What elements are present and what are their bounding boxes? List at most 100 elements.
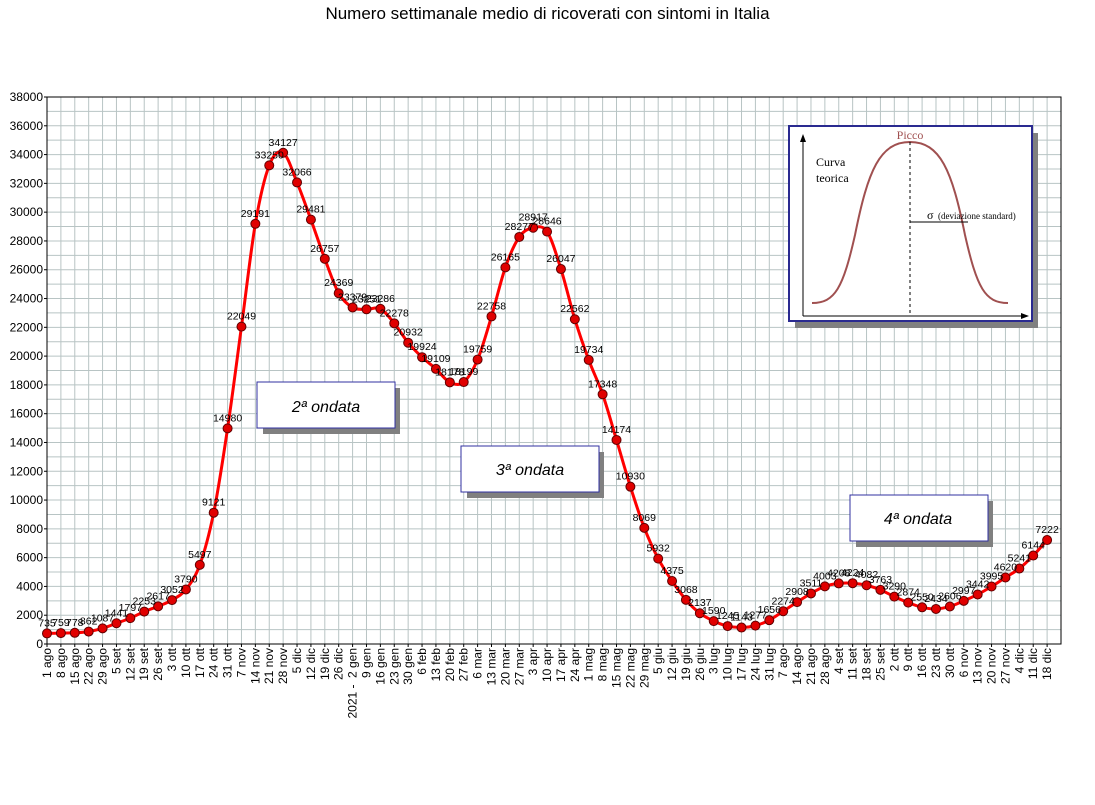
- data-label: 23379: [338, 291, 367, 303]
- x-tick-label: 24 lug: [748, 648, 762, 681]
- data-point: [917, 602, 928, 613]
- inset-curve-label-2: teorica: [816, 171, 849, 185]
- annotation-2nd-wave: 2ª ondata: [256, 381, 400, 434]
- data-point: [792, 597, 803, 608]
- data-label: 3511: [800, 577, 823, 589]
- x-tick-label: 17 lug: [735, 648, 749, 681]
- data-point: [764, 615, 775, 626]
- x-tick-label: 18 set: [860, 647, 874, 680]
- data-label: 735: [38, 617, 56, 629]
- data-label: 28277: [505, 221, 534, 233]
- y-tick-label: 26000: [10, 263, 44, 277]
- x-tick-label: 3 apr: [526, 648, 540, 675]
- data-point: [250, 218, 261, 229]
- data-label: 10930: [616, 471, 645, 483]
- inset-sigma-symbol: σ: [927, 208, 934, 222]
- x-tick-label: 9 ott: [901, 647, 915, 671]
- x-tick-label: 20 mar: [498, 648, 512, 685]
- data-label: 2550: [910, 591, 934, 603]
- data-point: [625, 481, 636, 492]
- data-point: [430, 363, 441, 374]
- y-tick-label: 30000: [10, 205, 44, 219]
- data-label: 2908: [785, 586, 809, 598]
- y-tick-label: 12000: [10, 464, 44, 478]
- data-point: [736, 622, 747, 633]
- y-tick-label: 36000: [10, 119, 44, 133]
- data-point: [167, 595, 178, 606]
- data-point: [514, 231, 525, 242]
- data-label: 1797: [119, 602, 143, 614]
- data-point: [1000, 572, 1011, 583]
- data-label: 2617: [146, 590, 170, 602]
- data-point: [1014, 563, 1025, 574]
- inset-curve-label-1: Curva: [816, 155, 846, 169]
- data-label: 1277: [744, 610, 768, 622]
- data-point: [555, 264, 566, 275]
- data-point: [847, 578, 858, 589]
- data-point: [236, 321, 247, 332]
- data-point: [42, 628, 52, 639]
- data-point: [472, 354, 483, 365]
- data-label: 1590: [702, 605, 726, 617]
- x-tick-label: 17 ott: [193, 647, 207, 678]
- x-tick-label: 15 mag: [610, 648, 624, 688]
- data-label: 2274: [772, 595, 796, 607]
- data-labels: 7357597788621087144117972253261730523790…: [38, 137, 1059, 630]
- data-point: [569, 314, 580, 325]
- data-label: 778: [66, 617, 84, 629]
- inset-y-arrow: [800, 134, 806, 142]
- x-tick-label: 4 dic: [1012, 648, 1026, 673]
- x-tick-label: 18 dic: [1040, 648, 1054, 680]
- data-label: 4224: [841, 567, 865, 579]
- data-point: [125, 613, 136, 624]
- x-tick-label: 1 mag: [582, 648, 596, 681]
- data-point: [264, 160, 275, 171]
- x-tick-label: 22 mag: [623, 648, 637, 688]
- data-label: 1245: [716, 610, 740, 622]
- x-tick-label: 14 ago: [790, 648, 804, 685]
- x-tick-label: 6 feb: [415, 648, 429, 675]
- data-label: 28646: [532, 216, 561, 228]
- data-point: [708, 616, 719, 627]
- data-label: 1656: [758, 604, 782, 616]
- x-tick-label: 3 ott: [165, 647, 179, 671]
- x-tick-label: 5 dic: [290, 648, 304, 673]
- data-point: [611, 434, 622, 445]
- data-label: 22049: [227, 311, 256, 323]
- y-tick-label: 28000: [10, 234, 44, 248]
- data-point: [653, 553, 664, 564]
- data-label: 14980: [213, 412, 242, 424]
- data-label: 1087: [91, 612, 115, 624]
- data-point: [83, 626, 94, 637]
- x-tick-label: 4 set: [832, 647, 846, 674]
- inset-peak-label: Picco: [897, 128, 924, 142]
- y-tick-label: 14000: [10, 435, 44, 449]
- data-point: [111, 618, 122, 629]
- data-label: 19759: [463, 344, 492, 356]
- data-label: 9121: [202, 497, 226, 509]
- x-tick-label: 25 set: [873, 647, 887, 680]
- data-point: [361, 304, 372, 315]
- y-tick-label: 16000: [10, 407, 44, 421]
- x-tick-label: 11 dic: [1026, 648, 1040, 679]
- data-label: 2997: [952, 585, 976, 597]
- data-label: 2253: [133, 596, 157, 608]
- x-tick-label: 1 ago: [40, 648, 54, 678]
- data-point: [805, 588, 816, 599]
- data-label: 2434: [924, 593, 948, 605]
- x-tick-label: 15 ago: [68, 648, 82, 685]
- data-label: 14174: [602, 424, 631, 436]
- data-point: [667, 576, 678, 587]
- data-point: [500, 262, 511, 273]
- x-tick-label: 28 ago: [818, 648, 832, 685]
- y-tick-label: 10000: [10, 493, 44, 507]
- x-tick-label: 12 giu: [665, 648, 679, 681]
- x-tick-label: 22 ago: [82, 648, 96, 685]
- inset-sigma-note: (deviazione standard): [938, 211, 1016, 221]
- x-tick-label: 8 mag: [596, 648, 610, 681]
- x-tick-label: 20 nov: [985, 648, 999, 684]
- data-label: 29481: [296, 204, 325, 216]
- data-label: 22758: [477, 300, 506, 312]
- x-tick-label: 26 set: [151, 647, 165, 680]
- data-point: [833, 578, 844, 589]
